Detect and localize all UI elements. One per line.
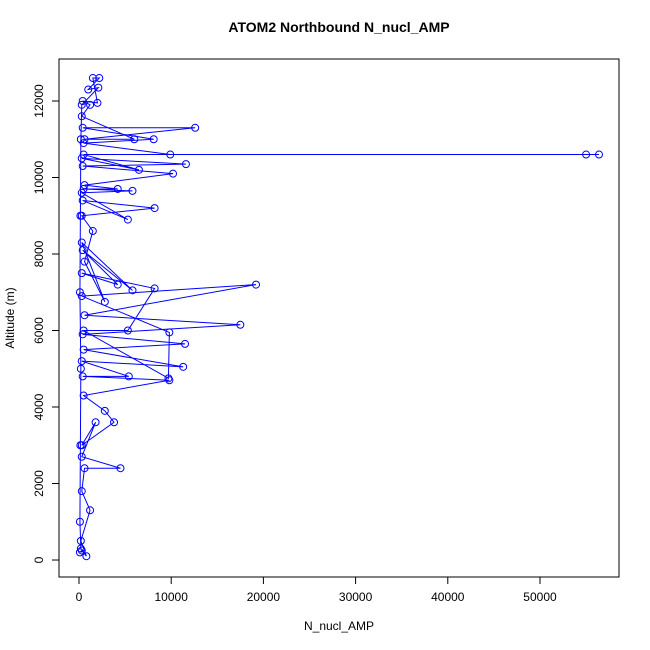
data-point	[80, 181, 89, 190]
data-point	[130, 135, 139, 144]
data-point	[128, 186, 137, 195]
data-point	[75, 548, 84, 557]
data-point	[80, 257, 89, 266]
data-point	[86, 100, 95, 109]
data-point	[78, 162, 87, 171]
data-point	[80, 464, 89, 473]
data-point	[79, 184, 88, 193]
y-axis-label: Altitude (m)	[3, 287, 17, 348]
data-point	[82, 552, 91, 561]
data-point	[94, 83, 103, 92]
data-point	[582, 150, 591, 159]
data-point	[77, 112, 86, 121]
x-tick-label: 20000	[247, 590, 281, 604]
data-point	[100, 297, 109, 306]
data-point	[93, 98, 102, 107]
data-point	[79, 391, 88, 400]
data-point	[123, 215, 132, 224]
y-tick-label: 6000	[32, 317, 46, 344]
data-point	[76, 441, 85, 450]
data-point	[77, 269, 86, 278]
data-point	[77, 188, 86, 197]
data-point	[79, 150, 88, 159]
data-point	[78, 196, 87, 205]
data-point	[77, 154, 86, 163]
x-tick-label: 30000	[339, 590, 373, 604]
data-point	[78, 97, 87, 105]
data-point	[75, 288, 84, 297]
data-point	[76, 364, 85, 373]
data-point	[77, 357, 86, 366]
data-point	[76, 211, 85, 220]
data-point	[95, 74, 104, 83]
data-point	[113, 280, 122, 289]
data-point	[150, 204, 159, 213]
data-point	[128, 286, 137, 295]
data-point	[100, 406, 109, 415]
data-point	[86, 506, 95, 515]
data-line	[79, 77, 599, 557]
data-point	[77, 487, 86, 496]
data-point	[166, 150, 175, 159]
data-point	[88, 227, 97, 236]
data-point	[181, 339, 190, 348]
y-tick-label: 4000	[32, 393, 46, 420]
y-tick-label: 8000	[32, 240, 46, 267]
data-point	[75, 517, 84, 526]
data-point	[165, 328, 174, 337]
x-tick-label: 0	[76, 590, 83, 604]
data-point	[80, 135, 89, 144]
y-tick-label: 2000	[32, 470, 46, 497]
data-point	[594, 150, 603, 159]
y-tick-label: 0	[32, 556, 46, 563]
data-point	[76, 536, 85, 545]
data-point	[123, 326, 132, 335]
data-point	[164, 374, 173, 383]
data-point	[80, 311, 89, 320]
x-axis-label: N_nucl_AMP	[304, 619, 374, 633]
data-point	[252, 280, 261, 289]
data-point	[169, 169, 178, 178]
data-point	[149, 135, 158, 144]
data-point	[124, 372, 133, 381]
data-point	[179, 362, 188, 371]
data-point	[134, 165, 143, 174]
data-point	[78, 372, 87, 381]
data-point	[84, 85, 93, 94]
data-point	[88, 74, 97, 83]
data-point	[79, 326, 88, 335]
data-point	[78, 123, 87, 132]
x-tick-label: 40000	[431, 590, 465, 604]
data-point	[150, 284, 159, 293]
data-point	[76, 544, 85, 553]
data-point	[91, 418, 100, 427]
data-point	[236, 320, 245, 329]
data-point	[110, 418, 119, 427]
y-tick-label: 10000	[32, 160, 46, 194]
data-point	[191, 123, 200, 132]
data-point	[181, 160, 190, 169]
x-tick-label: 10000	[155, 590, 189, 604]
data-point	[113, 184, 122, 193]
data-point	[78, 330, 87, 339]
data-point	[77, 238, 86, 247]
data-point	[77, 292, 86, 301]
data-point	[76, 135, 85, 144]
x-tick-label: 50000	[523, 590, 557, 604]
plot-frame	[58, 58, 620, 578]
data-point	[116, 464, 125, 473]
chart-title: ATOM2 Northbound N_nucl_AMP	[228, 19, 449, 35]
data-point	[78, 246, 87, 255]
data-point	[77, 100, 86, 109]
data-point	[79, 345, 88, 354]
data-point	[77, 452, 86, 461]
y-tick-label: 12000	[32, 84, 46, 118]
